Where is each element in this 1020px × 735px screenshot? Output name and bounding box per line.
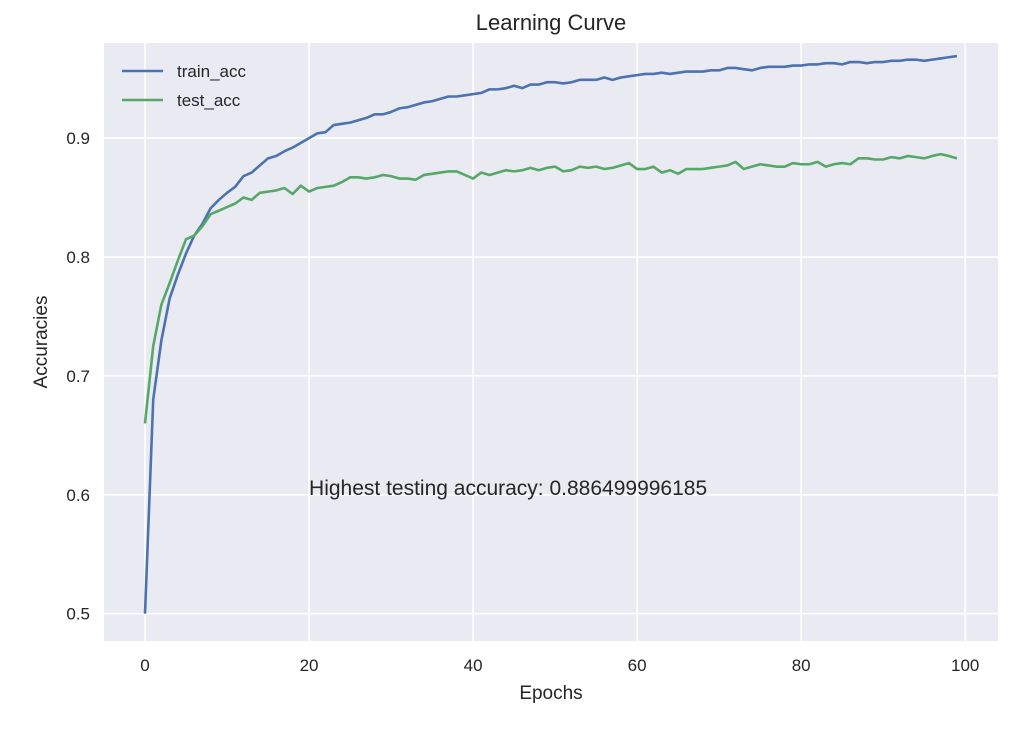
series-line-test-acc xyxy=(143,152,958,424)
y-tick-labels: 0.5 0.6 0.7 0.8 0.9 xyxy=(66,129,90,624)
y-tick-label: 0.9 xyxy=(66,129,90,148)
series-lines xyxy=(143,54,958,614)
y-tick-label: 0.8 xyxy=(66,248,90,267)
y-tick-label: 0.7 xyxy=(66,367,90,386)
y-tick-label: 0.5 xyxy=(66,605,90,624)
chart-title: Learning Curve xyxy=(476,10,626,35)
legend: train_acc test_acc xyxy=(122,62,246,110)
series-line-train-acc xyxy=(143,54,958,614)
x-tick-label: 80 xyxy=(792,656,811,675)
legend-label-test-acc: test_acc xyxy=(177,91,241,110)
x-tick-label: 100 xyxy=(951,656,979,675)
grid-lines xyxy=(104,43,998,641)
y-tick-label: 0.6 xyxy=(66,486,90,505)
x-axis-label: Epochs xyxy=(519,683,582,704)
plot-background xyxy=(104,43,998,641)
x-tick-label: 20 xyxy=(300,656,319,675)
x-tick-label: 60 xyxy=(628,656,647,675)
x-tick-label: 40 xyxy=(464,656,483,675)
x-tick-labels: 0 20 40 60 80 100 xyxy=(140,656,979,675)
y-axis-label: Accuracies xyxy=(31,296,52,389)
x-tick-label: 0 xyxy=(140,656,149,675)
highest-accuracy-annotation: Highest testing accuracy: 0.886499996185 xyxy=(309,477,707,500)
legend-label-train-acc: train_acc xyxy=(177,62,246,81)
